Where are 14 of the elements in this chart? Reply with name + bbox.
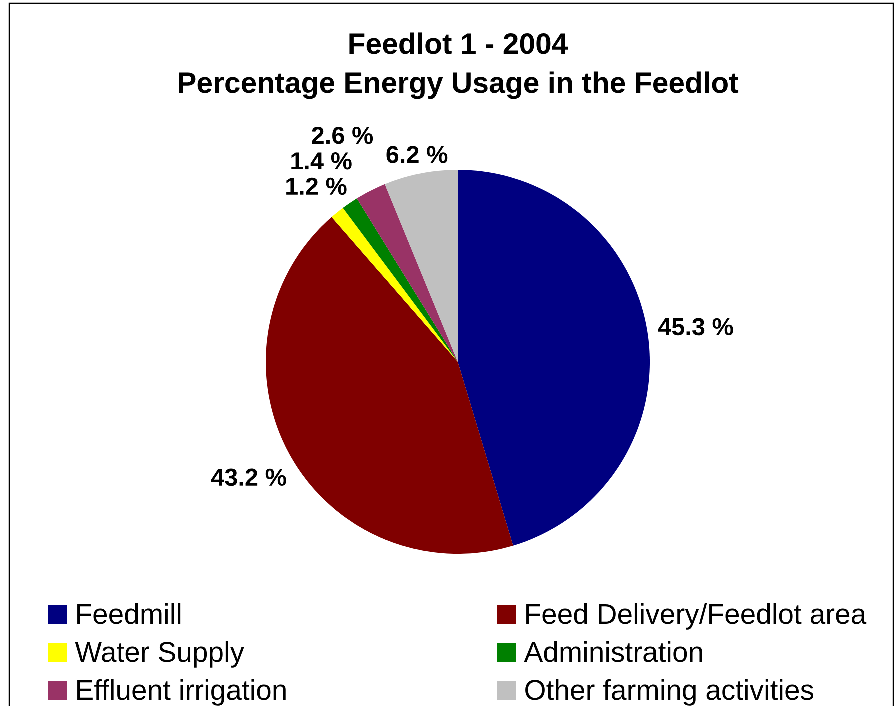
chart-title: Feedlot 1 - 2004 bbox=[350, 32, 568, 54]
data-label: 43.2 % bbox=[211, 468, 286, 486]
chart-subtitle: Percentage Energy Usage in the Feedlot bbox=[179, 72, 739, 100]
legend-label: Administration bbox=[524, 641, 702, 662]
data-label: 45.3 % bbox=[658, 318, 734, 336]
data-label: 2.6 % bbox=[312, 126, 374, 144]
legend-label: Effluent irrigation bbox=[78, 679, 286, 706]
legend-label: Feedmill bbox=[78, 603, 181, 624]
data-label: 6.2 % bbox=[386, 146, 448, 164]
data-label: 1.4 % bbox=[292, 152, 352, 170]
data-label: 1.2 % bbox=[286, 178, 347, 196]
legend-label: Feed Delivery/Feedlot area bbox=[526, 603, 867, 630]
legend-label: Water Supply bbox=[75, 641, 244, 668]
legend-label: Other farming activities bbox=[526, 679, 814, 706]
